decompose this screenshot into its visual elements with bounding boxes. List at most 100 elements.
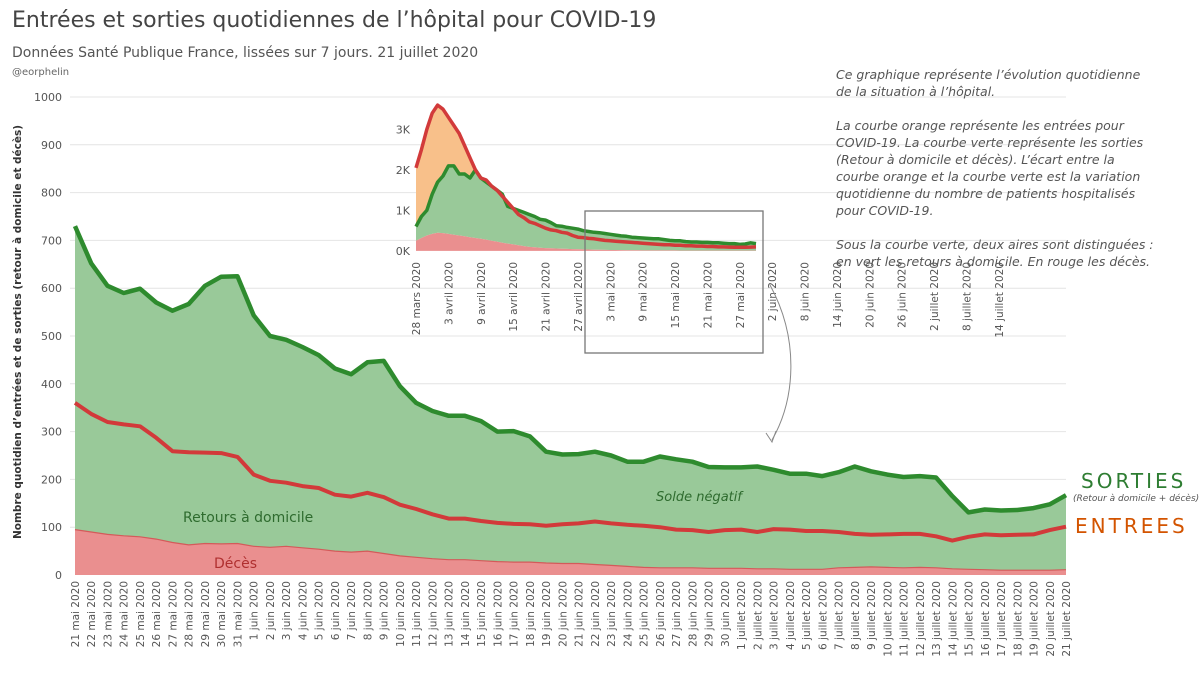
x-tick-label: 17 juin 2020	[509, 581, 521, 647]
x-tick-label: 18 juillet 2020	[1012, 581, 1024, 657]
x-tick-label: 19 juillet 2020	[1029, 581, 1041, 657]
x-tick-label: 24 mai 2020	[119, 581, 131, 647]
y-tick-label: 1000	[34, 91, 62, 104]
x-tick-label: 28 mai 2020	[184, 581, 196, 647]
inset-y-tick-label: 0K	[396, 245, 411, 258]
sorties-line	[72, 225, 1068, 515]
x-tick-label: 25 mai 2020	[135, 581, 147, 647]
inset-x-tick-label: 15 avril 2020	[508, 262, 520, 332]
line-layer	[72, 225, 1068, 571]
retours-area	[75, 226, 1066, 571]
x-tick-label: 30 juin 2020	[720, 581, 732, 647]
legend-sorties-detail: (Retour à domicile + décès)	[1073, 494, 1200, 504]
description-paragraph-2: La courbe orange représente les entrées …	[836, 118, 1144, 218]
y-tick-label: 900	[41, 139, 62, 152]
y-tick-label: 700	[41, 234, 62, 247]
x-tick-label: 23 mai 2020	[102, 581, 114, 647]
entrees-line	[73, 401, 1067, 543]
annotation-solde: Solde négatif	[656, 490, 744, 505]
x-tick-label: 18 juin 2020	[525, 581, 537, 647]
inset-x-tick-label: 15 mai 2020	[670, 262, 682, 328]
inset-x-tick-label: 14 juin 2020	[832, 262, 844, 328]
x-tick-label: 11 juillet 2020	[899, 581, 911, 657]
zoom-arrow	[769, 284, 792, 441]
x-tick-label: 22 juin 2020	[590, 581, 602, 647]
x-tick-label: 19 juin 2020	[541, 581, 553, 647]
x-tick-label: 9 juin 2020	[379, 581, 391, 640]
inset-x-tick-label: 9 mai 2020	[638, 262, 650, 322]
x-tick-label: 21 juillet 2020	[1061, 581, 1073, 657]
y-tick-label: 300	[41, 426, 62, 439]
x-tick-label: 5 juillet 2020	[801, 581, 813, 650]
author-handle: @eorphelin	[12, 67, 70, 78]
x-tick-label: 26 mai 2020	[151, 581, 163, 647]
x-tick-label: 27 mai 2020	[167, 581, 179, 647]
x-tick-label: 1 juin 2020	[249, 581, 261, 640]
axis-layer: 0 100 200 300 400 500 600 700 800 900 1000 21 mai 2…	[12, 91, 1073, 657]
deces-line	[74, 529, 1067, 571]
x-tick-label: 2 juillet 2020	[752, 581, 764, 650]
x-tick-label: 7 juin 2020	[346, 581, 358, 640]
y-tick-label: 0	[55, 569, 62, 582]
x-tick-label: 14 juin 2020	[460, 581, 472, 647]
inset-x-tick-label: 9 avril 2020	[476, 262, 488, 325]
y-tick-label: 200	[41, 473, 62, 486]
inset-x-tick-label: 28 mars 2020	[411, 262, 423, 335]
y-axis-label: Nombre quotidien d’entrées et de sorties…	[12, 125, 24, 539]
inset-entrees-line	[414, 103, 757, 250]
x-tick-label: 21 juin 2020	[574, 581, 586, 647]
x-tick-label: 1 juillet 2020	[736, 581, 748, 650]
x-tick-label: 4 juillet 2020	[785, 581, 797, 650]
inset-x-tick-label: 8 juillet 2020	[961, 262, 973, 331]
x-tick-label: 16 juillet 2020	[980, 581, 992, 657]
x-tick-label: 21 mai 2020	[70, 581, 82, 647]
x-tick-label: 12 juin 2020	[427, 581, 439, 647]
inset-x-tick-label: 21 mai 2020	[702, 262, 714, 328]
x-tick-label: 6 juillet 2020	[817, 581, 829, 650]
x-tick-label: 8 juillet 2020	[850, 581, 862, 650]
x-tick-label: 28 juin 2020	[687, 581, 699, 647]
inset-x-tick-label: 27 avril 2020	[573, 262, 585, 332]
x-tick-label: 17 juillet 2020	[996, 581, 1008, 657]
x-tick-label: 10 juillet 2020	[882, 581, 894, 657]
inset-sorties-line	[414, 164, 757, 247]
description: Ce graphique représente l’évolution quot…	[836, 66, 1156, 287]
x-tick-label: 27 juin 2020	[671, 581, 683, 647]
x-tick-label: 8 juin 2020	[362, 581, 374, 640]
zoom-box	[584, 210, 764, 354]
x-tick-label: 13 juillet 2020	[931, 581, 943, 657]
description-paragraph-3: Sous la courbe verte, deux aires sont di…	[836, 237, 1154, 269]
x-tick-label: 4 juin 2020	[297, 581, 309, 640]
y-tick-label: 100	[41, 521, 62, 534]
description-paragraph-1: Ce graphique représente l’évolution quot…	[836, 67, 1141, 99]
x-tick-label: 10 juin 2020	[395, 581, 407, 647]
y-tick-label: 600	[41, 282, 62, 295]
x-tick-label: 7 juillet 2020	[834, 581, 846, 650]
inset-x-tick-label: 21 avril 2020	[541, 262, 553, 332]
inset-x-tick-label: 26 juin 2020	[897, 262, 909, 328]
zoom-arrow-head	[765, 430, 777, 444]
x-tick-label: 5 juin 2020	[314, 581, 326, 640]
x-tick-label: 22 mai 2020	[86, 581, 98, 647]
x-tick-label: 3 juillet 2020	[769, 581, 781, 650]
x-tick-label: 25 juin 2020	[639, 581, 651, 647]
x-tick-label: 9 juillet 2020	[866, 581, 878, 650]
x-tick-label: 11 juin 2020	[411, 581, 423, 647]
inset-x-tick-label: 8 juin 2020	[800, 262, 812, 321]
x-tick-label: 16 juin 2020	[492, 581, 504, 647]
annotation-retours: Retours à domicile	[183, 510, 313, 526]
x-tick-label: 26 juin 2020	[655, 581, 667, 647]
x-tick-label: 14 juillet 2020	[947, 581, 959, 657]
x-tick-label: 13 juin 2020	[444, 581, 456, 647]
inset-chart: 0K 1K 2K 3K 28 mars 2020 3 avril 2020 9 avril …	[396, 103, 1006, 338]
x-tick-label: 20 juillet 2020	[1045, 581, 1057, 657]
inset-retours-area	[416, 165, 756, 251]
x-tick-label: 2 juin 2020	[265, 581, 277, 640]
inset-x-tick-label: 3 avril 2020	[443, 262, 455, 325]
x-tick-label: 29 mai 2020	[200, 581, 212, 647]
inset-x-tick-label: 20 juin 2020	[864, 262, 876, 328]
area-layer	[75, 226, 1066, 575]
legend-sorties: SORTIES	[1081, 469, 1187, 493]
inset-x-tick-label: 2 juillet 2020	[929, 262, 941, 331]
